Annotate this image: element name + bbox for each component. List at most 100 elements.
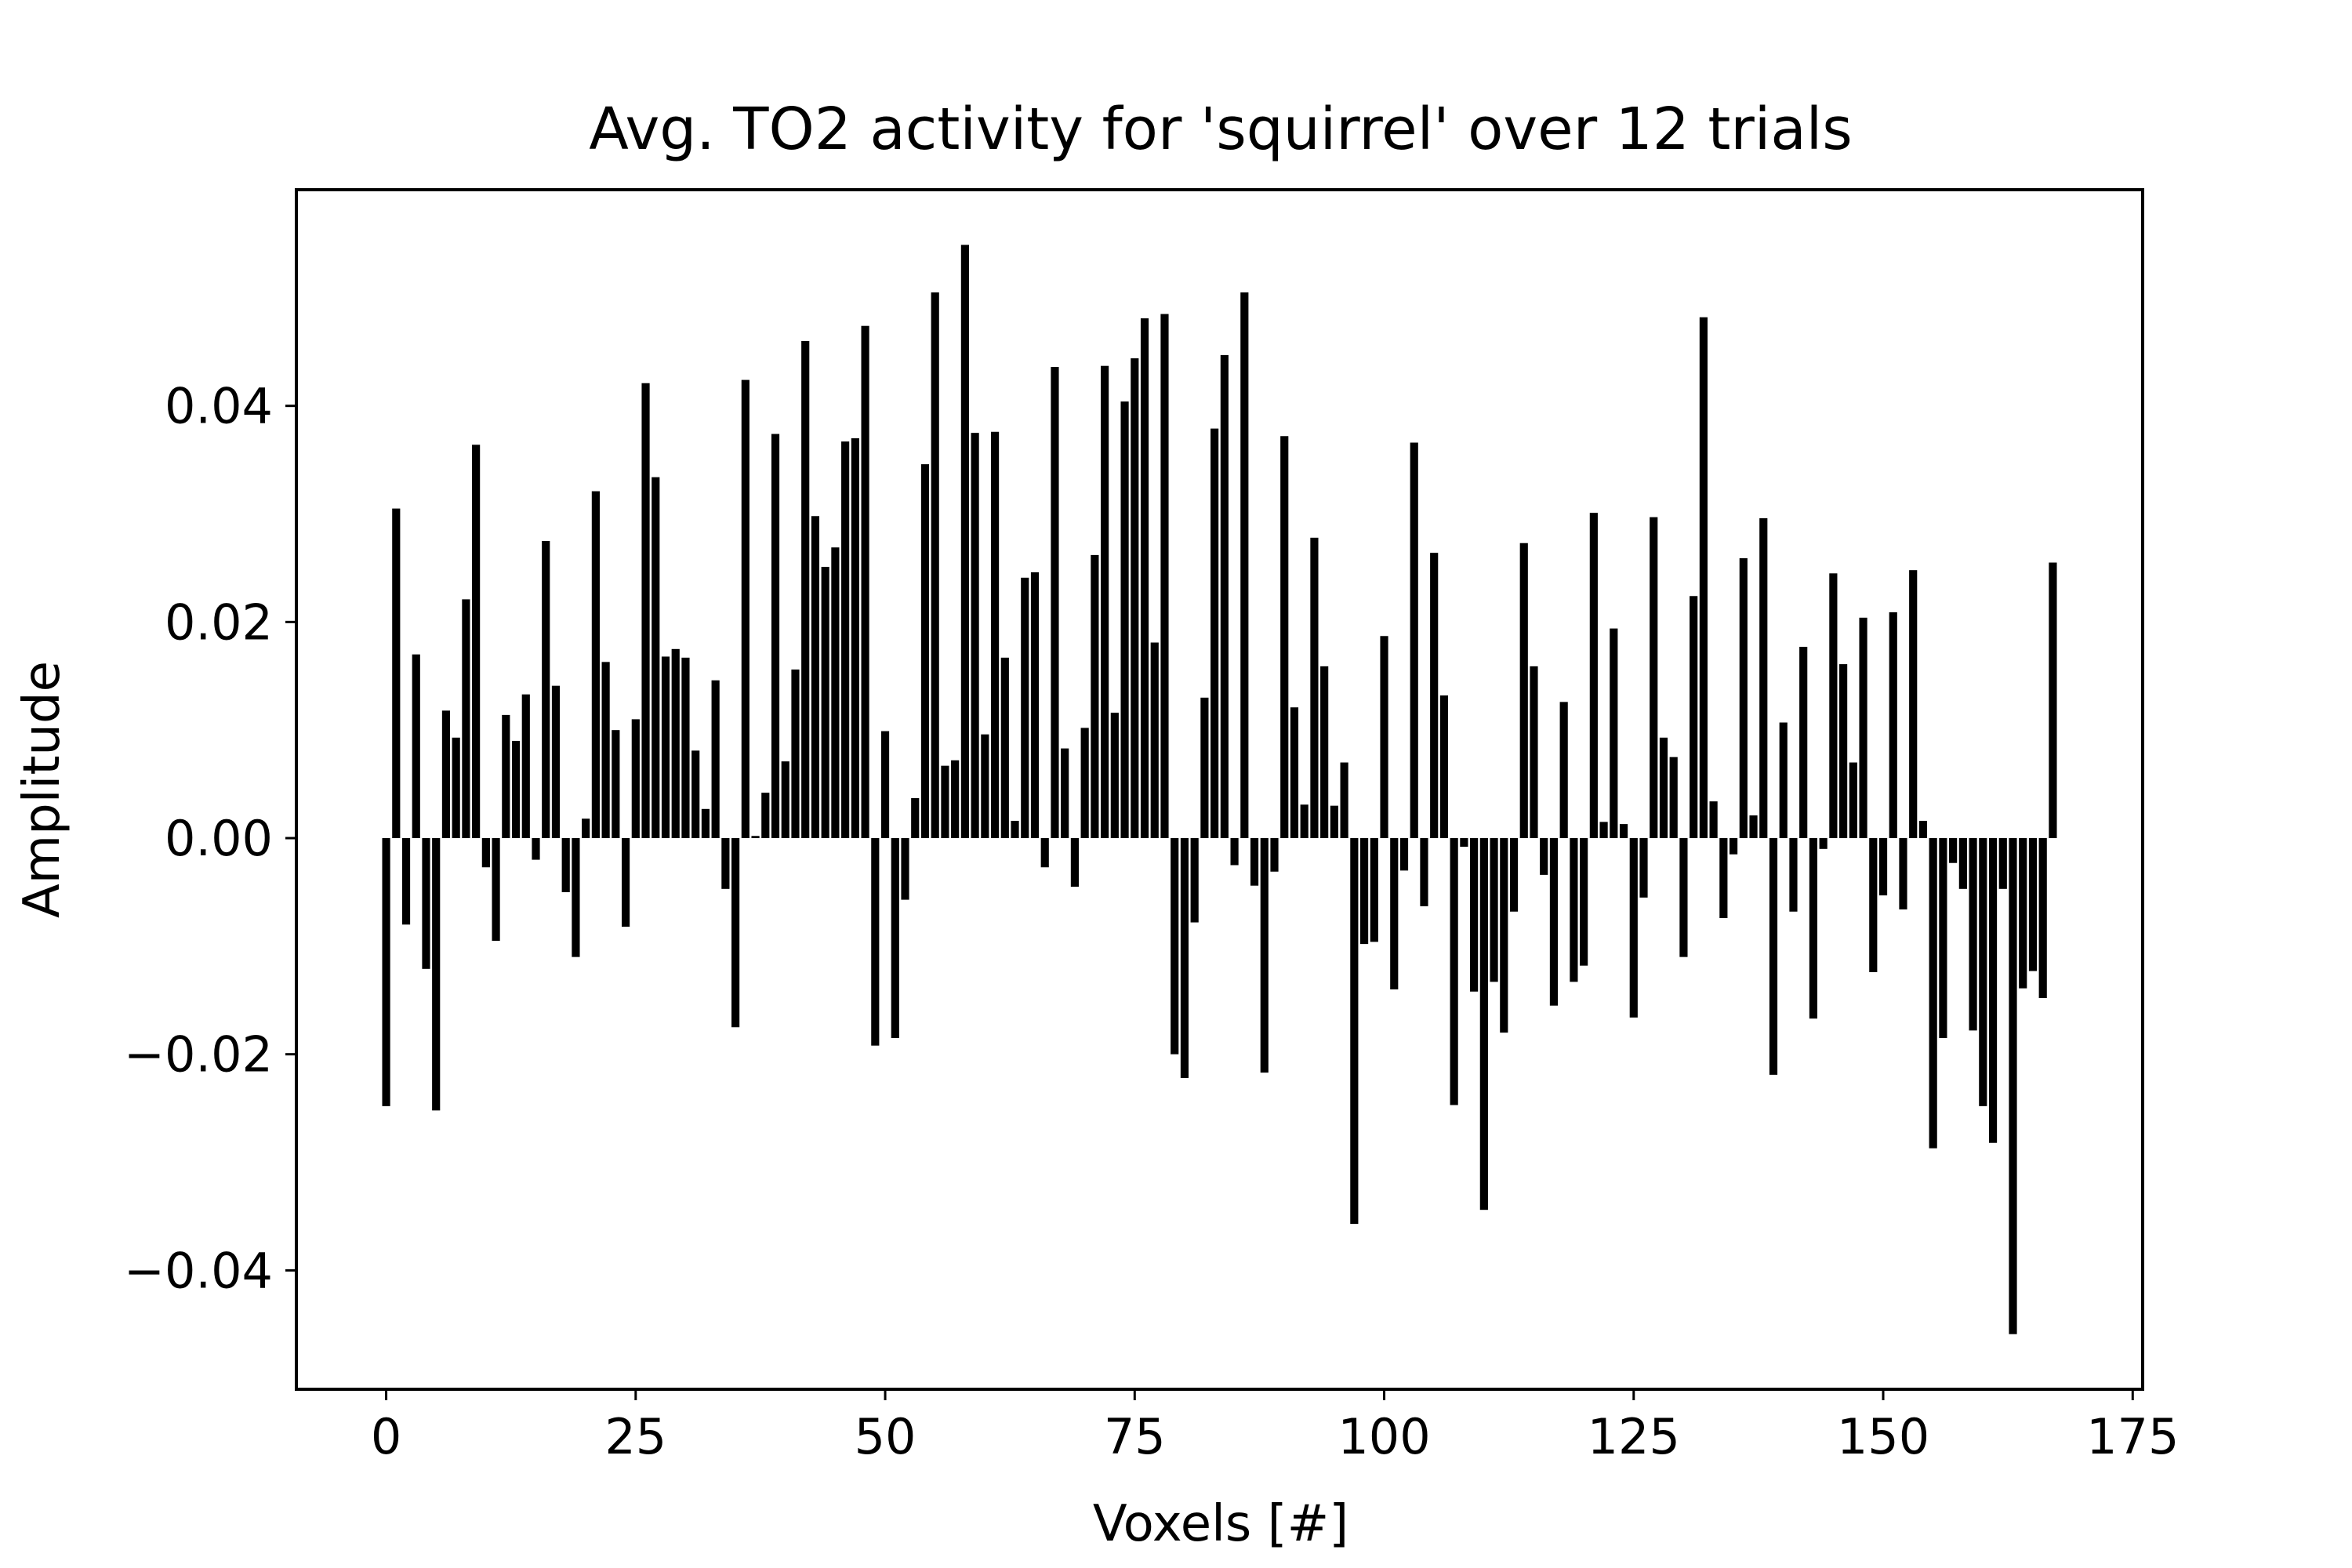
bar: [1460, 838, 1468, 848]
bar: [612, 730, 620, 839]
bar: [1350, 838, 1359, 1225]
bar: [582, 818, 590, 839]
bar: [521, 694, 530, 839]
bar: [1091, 554, 1099, 839]
bar: [1070, 838, 1080, 887]
bar: [1889, 612, 1897, 839]
bar: [821, 567, 829, 839]
y-tick-label: 0.02: [165, 593, 273, 651]
bar: [1340, 762, 1348, 839]
bar: [1390, 838, 1399, 989]
bar: [1899, 838, 1907, 909]
bar: [711, 680, 720, 839]
bar: [1101, 365, 1109, 839]
bar: [1330, 805, 1338, 839]
bar: [1779, 722, 1788, 839]
bar: [1140, 318, 1149, 839]
bar: [432, 838, 441, 1111]
bar: [1021, 577, 1029, 839]
bar: [502, 714, 510, 839]
bar: [671, 648, 680, 839]
bar: [1639, 838, 1648, 898]
bar: [1570, 838, 1578, 982]
y-tick-label: −0.04: [124, 1242, 273, 1299]
bar: [412, 654, 420, 839]
y-tick-label: 0.04: [165, 378, 273, 435]
bar: [841, 441, 850, 839]
bar: [1490, 838, 1498, 982]
bar: [1131, 358, 1139, 839]
bar: [880, 731, 890, 839]
bar: [721, 838, 730, 889]
bar: [1210, 428, 1219, 839]
bar: [851, 438, 859, 839]
bar: [422, 838, 430, 969]
bar: [1150, 642, 1159, 839]
chart-title: Avg. TO2 activity for 'squirrel' over 12…: [589, 96, 1853, 163]
bar: [1439, 695, 1449, 839]
bar: [1260, 838, 1269, 1073]
bar: [1859, 617, 1867, 839]
bar: [1051, 367, 1059, 839]
bar: [2038, 838, 2047, 999]
bar: [1399, 838, 1409, 871]
bar: [1799, 647, 1808, 839]
bar: [1709, 801, 1718, 839]
bar: [831, 547, 840, 839]
bar: [1739, 558, 1748, 839]
bar: [1690, 596, 1698, 839]
bar: [731, 838, 740, 1028]
bar: [811, 516, 820, 839]
bar: [1769, 838, 1778, 1075]
bar: [891, 838, 899, 1039]
x-tick-label: 125: [1588, 1408, 1680, 1465]
bar: [1430, 553, 1439, 839]
bar: [1080, 728, 1089, 839]
bar: [1240, 292, 1249, 839]
x-tick-label: 75: [1104, 1408, 1166, 1465]
bar: [561, 838, 570, 892]
bar: [1939, 838, 1947, 1039]
bar: [572, 838, 580, 957]
bar: [1759, 518, 1768, 839]
bar: [532, 838, 540, 860]
bar: [1171, 838, 1179, 1054]
bar: [1220, 354, 1229, 839]
bar: [911, 798, 920, 839]
bar: [1190, 838, 1199, 923]
bar: [1559, 702, 1568, 839]
bar: [971, 433, 979, 839]
bar: [1969, 838, 1977, 1031]
bar: [781, 761, 789, 839]
bar: [621, 838, 630, 927]
bar: [691, 750, 700, 839]
bar: [1200, 697, 1209, 839]
bar: [462, 599, 470, 839]
bar: [1749, 815, 1758, 839]
bar: [1819, 838, 1828, 849]
bar: [1000, 657, 1009, 839]
bar: [1110, 713, 1119, 839]
bar: [1470, 838, 1479, 992]
bar: [1540, 838, 1548, 875]
y-axis: −0.04 −0.02 0.00 0.02 0.04: [124, 378, 296, 1299]
bar: [1500, 838, 1508, 1033]
bar: [382, 838, 390, 1106]
bar: [1450, 838, 1458, 1105]
bar: [652, 477, 660, 839]
bar: [1659, 737, 1668, 839]
bar: [901, 838, 909, 900]
bar: [601, 662, 610, 839]
x-tick-label: 150: [1837, 1408, 1929, 1465]
bar: [701, 808, 710, 839]
bar: [1610, 628, 1618, 839]
bar: [1061, 748, 1069, 839]
bar: [511, 740, 521, 839]
bar: [960, 245, 969, 839]
bar: [441, 710, 451, 839]
bar: [1789, 838, 1798, 912]
bars-group: [382, 245, 2057, 1334]
bar: [1420, 838, 1428, 906]
bar: [1849, 762, 1857, 839]
